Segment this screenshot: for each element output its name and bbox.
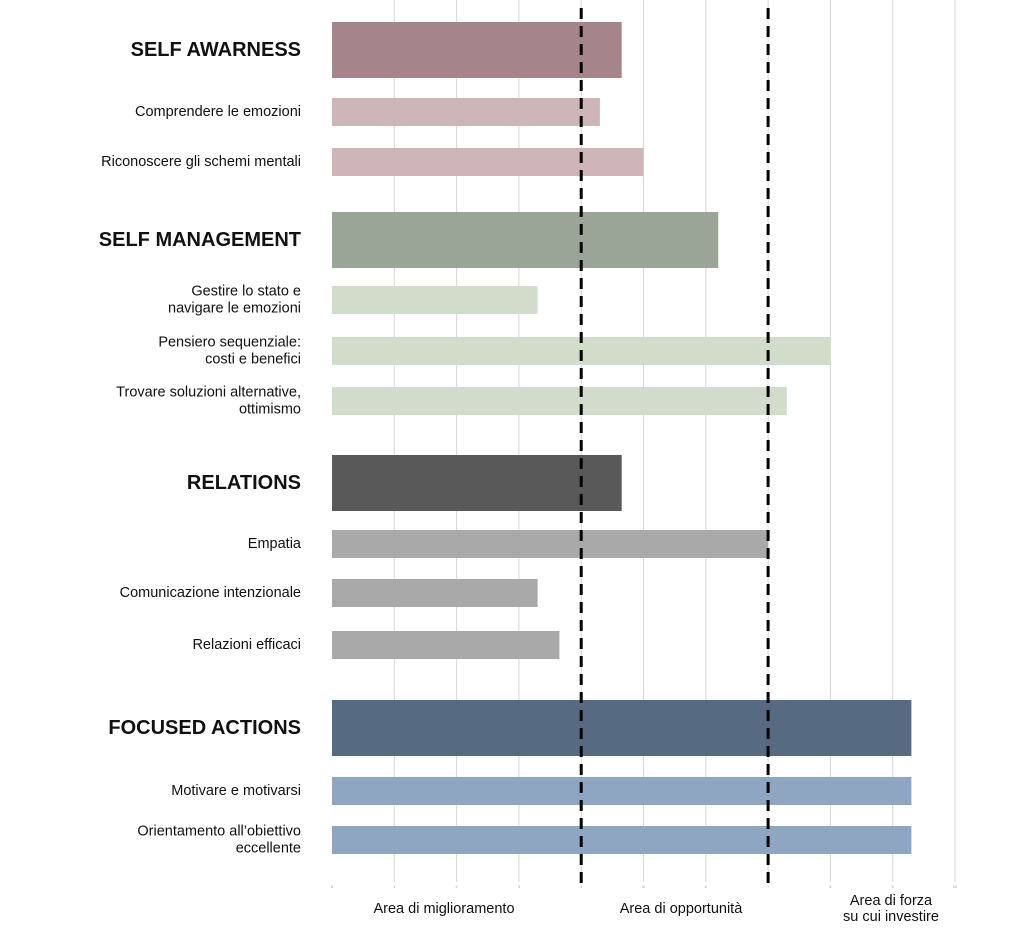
bar: [332, 212, 719, 268]
tick-label: 8: [829, 884, 832, 889]
tick-label: 3: [518, 884, 521, 889]
bar: [332, 631, 560, 659]
category-heading: SELF MANAGEMENT: [99, 229, 301, 251]
bar: [332, 777, 912, 805]
zone-label: Area di opportunità: [620, 901, 743, 917]
bars: [332, 22, 912, 854]
tick-labels: 0 1 2 3 4 5 6 7 8 9 10: [331, 884, 958, 889]
category-label: Gestire lo stato e navigare le emozioni: [168, 284, 301, 317]
threshold-lines: [579, 8, 770, 888]
category-label: Trovare soluzioni alternative, ottimismo: [116, 385, 301, 418]
category-label: Comunicazione intenzionale: [120, 585, 301, 601]
zone-label: Area di miglioramento: [373, 901, 514, 917]
category-label: Pensiero sequenziale: costi e benefici: [158, 335, 301, 368]
category-labels: SELF AWARNESS Comprendere le emozioni Rico…: [99, 39, 302, 857]
bar: [332, 22, 622, 78]
category-label: Riconoscere gli schemi mentali: [101, 154, 301, 170]
tick-label: 2: [455, 884, 458, 889]
tick-label: 5: [642, 884, 645, 889]
bar: [332, 826, 912, 854]
tick-label: 4: [580, 884, 583, 889]
tick-label: 0: [331, 884, 334, 889]
bar: [332, 700, 912, 756]
category-label: Comprendere le emozioni: [135, 104, 301, 120]
bar: [332, 455, 622, 511]
category-heading: SELF AWARNESS: [131, 39, 301, 61]
bar: [332, 148, 644, 176]
bar: [332, 579, 538, 607]
category-label: Empatia: [248, 536, 302, 552]
bar: [332, 286, 538, 314]
bar: [332, 530, 769, 558]
zone-label: Area di forza su cui investire: [843, 893, 939, 925]
tick-label: 10: [953, 884, 958, 889]
category-label: Motivare e motivarsi: [171, 783, 301, 799]
bar: [332, 387, 787, 415]
zone-labels: Area di miglioramento Area di opportunità…: [373, 893, 938, 925]
tick-label: 9: [892, 884, 895, 889]
tick-label: 6: [705, 884, 708, 889]
tick-label: 7: [767, 884, 770, 889]
grid-lines: [393, 0, 956, 882]
bar: [332, 98, 600, 126]
tick-label: 1: [393, 884, 396, 889]
category-heading: FOCUSED ACTIONS: [108, 717, 301, 739]
category-label: Relazioni efficaci: [192, 637, 301, 653]
category-label: Orientamento all’obiettivo eccellente: [137, 824, 301, 857]
category-heading: RELATIONS: [187, 472, 301, 494]
